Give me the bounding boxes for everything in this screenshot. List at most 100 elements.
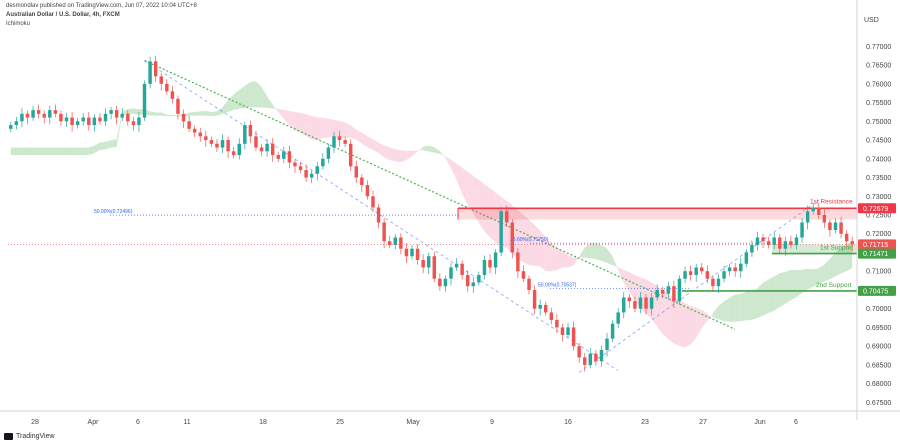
- candle-body: [482, 259, 487, 275]
- candle-99: [560, 324, 565, 342]
- candle-82: [465, 270, 470, 292]
- candle-body: [817, 207, 821, 215]
- cloud-segment-69: [395, 149, 401, 163]
- candle-body: [560, 327, 565, 335]
- candle-body: [666, 286, 671, 294]
- cloud-segment-126: [712, 305, 719, 320]
- candle-109: [616, 307, 620, 329]
- candle-149: [839, 216, 843, 239]
- candle-45: [259, 144, 264, 156]
- candle-body: [577, 346, 581, 358]
- cloud-segment-46: [267, 96, 273, 109]
- candle-55: [315, 161, 319, 181]
- candle-body: [170, 91, 175, 99]
- candle-body: [399, 237, 403, 249]
- cloud-segment-33: [194, 111, 201, 116]
- cloud-segment-13: [83, 147, 89, 156]
- candle-body: [449, 267, 453, 279]
- cloud-segment-120: [679, 300, 686, 348]
- candle-15: [92, 114, 97, 132]
- candle-135: [761, 234, 765, 248]
- candle-body: [805, 211, 810, 223]
- candle-141: [794, 234, 799, 250]
- candle-body: [237, 143, 241, 156]
- candle-41: [237, 138, 241, 160]
- cloud-segment-97: [551, 243, 557, 272]
- candle-20: [120, 108, 124, 121]
- candle-81: [460, 260, 464, 280]
- candle-body: [215, 143, 219, 148]
- candle-body: [828, 222, 832, 230]
- candle-body: [850, 241, 854, 245]
- candle-104: [588, 348, 593, 369]
- candle-120: [677, 275, 682, 305]
- cloud-segment-5: [38, 147, 45, 156]
- candle-body: [376, 207, 381, 223]
- cloud-segment-44: [255, 81, 262, 108]
- cloud-segment-84: [478, 179, 485, 232]
- x-tick-9: 23: [641, 419, 649, 426]
- candle-113: [638, 291, 643, 314]
- cloud-segment-19: [116, 111, 123, 147]
- candle-body: [298, 166, 303, 171]
- candle-body: [365, 185, 370, 197]
- cloud-segment-105: [595, 242, 602, 262]
- support1-label: 1st Support: [820, 245, 853, 252]
- candle-body: [544, 304, 548, 313]
- candle-body: [794, 237, 799, 245]
- x-tick-11: Jun: [754, 419, 765, 426]
- y-tick-8: 0.73000: [866, 194, 891, 201]
- candle-129: [727, 264, 732, 276]
- candle-121: [683, 266, 687, 284]
- candle-76: [432, 251, 437, 283]
- y-tick-19: 0.67500: [866, 400, 891, 407]
- candle-94: [532, 285, 537, 315]
- candle-body: [833, 222, 838, 230]
- candle-body: [566, 327, 570, 335]
- candle-body: [309, 173, 314, 178]
- price-tags: 0.72679 0.71715 0.71471 0.70475: [858, 203, 896, 296]
- cloud-segment-37: [216, 107, 223, 116]
- candle-138: [778, 234, 782, 255]
- candle-117: [661, 286, 665, 299]
- publisher-line: desmondlav published on TradingView.com,…: [6, 3, 197, 9]
- cloud-segment-147: [829, 252, 836, 280]
- candle-112: [633, 296, 637, 313]
- candle-body: [360, 177, 364, 186]
- cloud-segment-150: [846, 240, 853, 272]
- candle-body: [711, 278, 715, 287]
- candle-21: [126, 110, 130, 126]
- cloud-segment-104: [590, 242, 596, 260]
- cloud-segment-125: [707, 313, 713, 321]
- candle-88: [499, 206, 503, 256]
- cloud-segment-9: [60, 147, 67, 156]
- candle-body: [332, 136, 336, 148]
- candle-115: [649, 292, 654, 316]
- cloud-segment-28: [166, 114, 173, 117]
- candle-body: [778, 237, 782, 249]
- candle-3: [25, 110, 30, 125]
- candle-54: [309, 170, 314, 184]
- tradingview-logo[interactable]: TradingView: [4, 433, 55, 440]
- candle-body: [87, 117, 91, 126]
- candle-150: [844, 230, 849, 247]
- cloud-segment-41: [239, 85, 245, 109]
- cloud-segment-80: [456, 163, 463, 194]
- cloud-segment-17: [105, 140, 112, 150]
- candle-body: [204, 136, 208, 141]
- candle-65: [371, 190, 375, 213]
- candle-body: [588, 353, 593, 365]
- cloud-segment-119: [673, 297, 680, 346]
- cloud-segment-6: [44, 147, 50, 156]
- candle-30: [176, 95, 180, 120]
- candle-100: [566, 322, 570, 339]
- cloud-segment-58: [333, 119, 340, 139]
- candle-39: [226, 136, 230, 159]
- candle-body: [243, 125, 247, 144]
- candle-body: [605, 338, 609, 350]
- candle-60: [343, 136, 347, 148]
- candle-49: [282, 146, 286, 164]
- cloud-segment-35: [205, 110, 212, 117]
- cloud-segment-72: [411, 150, 418, 156]
